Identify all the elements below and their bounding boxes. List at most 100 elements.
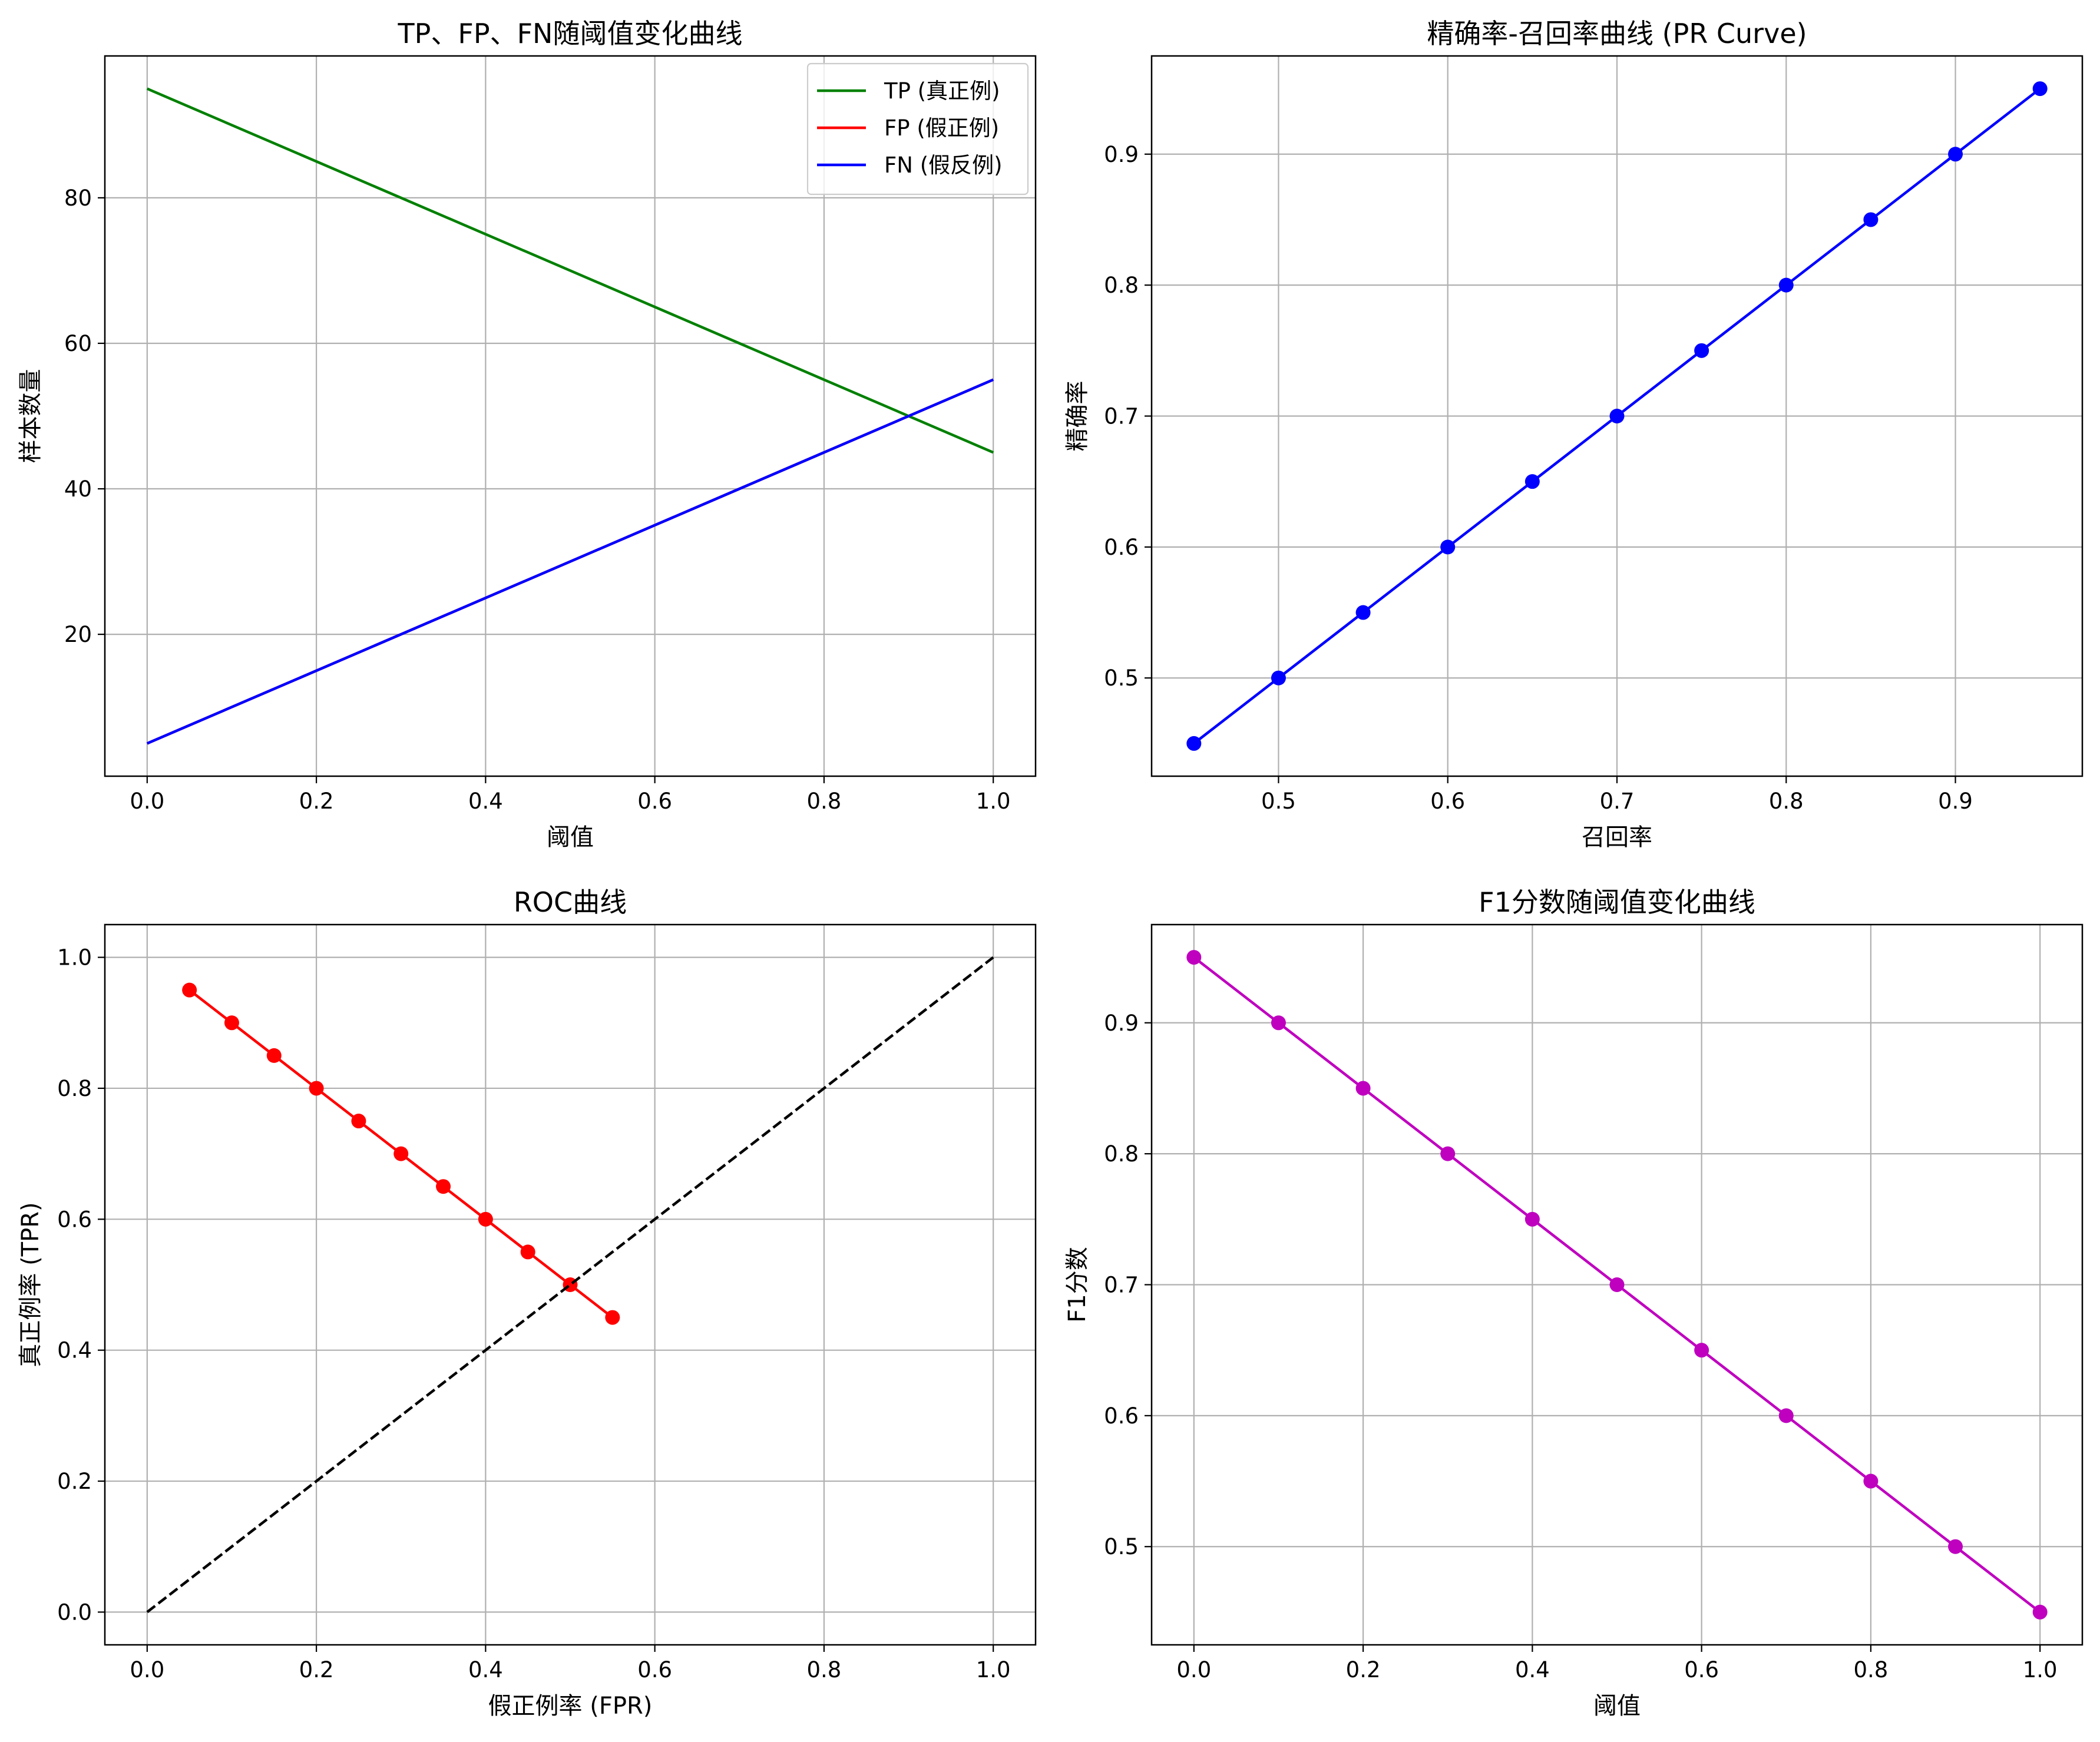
data-point [1524,1211,1540,1227]
x-tick-label: 0.6 [1430,789,1465,814]
x-tick-label: 0.8 [1769,789,1804,814]
data-point [1694,1343,1709,1358]
axes-frame [104,55,1037,777]
x-tick-label: 0.6 [637,789,672,814]
x-tick-label: 0.4 [1515,1657,1550,1683]
y-axis-label: 样本数量 [17,369,44,463]
axes-frame [104,923,1037,1646]
chart-title: F1分数随阈值变化曲线 [1479,886,1755,918]
data-point [1186,950,1202,965]
data-point [1271,670,1286,685]
chart-title: TP、FP、FN随阈值变化曲线 [398,18,743,49]
x-tick-label: 0.0 [1176,1657,1211,1683]
chart-3: 0.0 0.2 0.4 0.6 0.8 1.0 0.0 0.2 0.4 0.6 0.8 1.0 ROC曲… [17,886,1037,1720]
data-point [1778,277,1794,293]
x-tick-label: 0.9 [1938,789,1973,814]
data-point [478,1211,493,1227]
y-axis-label: 真正例率 (TPR) [17,1202,44,1367]
y-tick-label: 1.0 [57,945,92,971]
y-axis-label: 精确率 [1064,381,1091,452]
series-line-2 [146,956,994,1614]
series-line-3 [146,378,994,745]
y-tick-label: 40 [64,476,92,502]
data-point [1863,212,1879,227]
chart-4: 0.0 0.2 0.4 0.6 0.8 1.0 0.5 0.6 0.7 0.8 0.9 F1分数随阈值… [1064,886,2084,1720]
x-axis-label: 召回率 [1582,824,1652,851]
x-tick-label: 0.0 [130,1657,164,1683]
x-tick-label: 0.8 [1853,1657,1888,1683]
x-tick-label: 0.6 [1684,1657,1719,1683]
x-tick-label: 0.6 [637,1657,672,1683]
y-tick-label: 0.8 [57,1076,92,1101]
x-axis-label: 阈值 [1593,1693,1641,1720]
chart-2: 0.5 0.6 0.7 0.8 0.9 0.5 0.6 0.7 0.8 0.9 精确率-召回率曲线 … [1064,18,2084,851]
x-tick-label: 0.8 [806,1657,841,1683]
data-point [1440,539,1456,555]
y-tick-label: 0.5 [1104,665,1139,691]
y-tick-label: 0.9 [1104,142,1139,167]
x-tick-label: 0.7 [1600,789,1635,814]
x-axis-label: 假正例率 (FPR) [488,1693,653,1720]
y-tick-label: 20 [64,622,92,647]
y-tick-label: 0.6 [57,1207,92,1232]
x-tick-label: 0.0 [130,789,164,814]
x-tick-label: 0.2 [1346,1657,1381,1683]
x-tick-label: 0.4 [468,1657,503,1683]
data-point [1948,147,1963,162]
y-tick-label: 0.5 [1104,1534,1139,1559]
y-tick-label: 0.6 [1104,1403,1139,1429]
data-point [1609,409,1625,423]
x-tick-label: 0.8 [806,789,841,814]
y-tick-label: 0.8 [1104,273,1139,298]
data-point [1355,605,1371,620]
data-point [2032,1604,2048,1620]
x-tick-label: 1.0 [2023,1657,2058,1683]
data-point [224,1015,239,1031]
data-point [1609,1277,1625,1292]
data-point [436,1179,451,1194]
y-tick-label: 0.7 [1104,404,1139,429]
y-tick-label: 0.4 [57,1338,92,1363]
data-point [520,1244,535,1260]
data-point [309,1081,324,1096]
chart-1: 0.0 0.2 0.4 0.6 0.8 1.0 20 40 60 80 TP、FP、FN随阈值变化曲… [17,18,1037,851]
y-tick-label: 80 [64,186,92,211]
data-point [266,1048,282,1063]
data-point [1948,1539,1963,1554]
data-point [1186,736,1202,751]
data-point [182,982,197,998]
y-axis-label: F1分数 [1064,1247,1091,1322]
y-tick-label: 0.2 [57,1469,92,1494]
y-tick-label: 0.9 [1104,1011,1139,1036]
x-axis-label: 阈值 [547,824,594,851]
data-point [1778,1408,1794,1423]
x-tick-label: 1.0 [976,789,1011,814]
y-tick-label: 0.6 [1104,535,1139,560]
chart-title: 精确率-召回率曲线 (PR Curve) [1427,18,1807,49]
chart-title: ROC曲线 [514,886,627,918]
legend-frame [806,62,1029,196]
data-point [1863,1473,1879,1489]
legend: TP (真正例) FP (假正例) FN (假反例) [806,62,1029,196]
data-point [1440,1146,1456,1161]
y-tick-label: 0.0 [57,1599,92,1625]
x-tick-label: 0.4 [468,789,503,814]
y-tick-label: 0.7 [1104,1273,1139,1298]
y-tick-label: 0.8 [1104,1141,1139,1167]
x-tick-label: 0.5 [1261,789,1296,814]
data-point [393,1146,409,1161]
y-tick-label: 60 [64,331,92,356]
series-line-1 [146,87,994,454]
legend-entry: FN (假反例) [884,153,1003,178]
legend-entry: FP (假正例) [884,115,999,141]
data-point [1524,474,1540,489]
data-point [1694,343,1709,358]
x-tick-label: 0.2 [299,789,334,814]
data-point [2032,81,2048,97]
data-point [351,1114,366,1129]
data-point [605,1310,620,1325]
data-point [1271,1015,1286,1031]
data-point [1355,1081,1371,1096]
x-tick-label: 1.0 [976,1657,1011,1683]
